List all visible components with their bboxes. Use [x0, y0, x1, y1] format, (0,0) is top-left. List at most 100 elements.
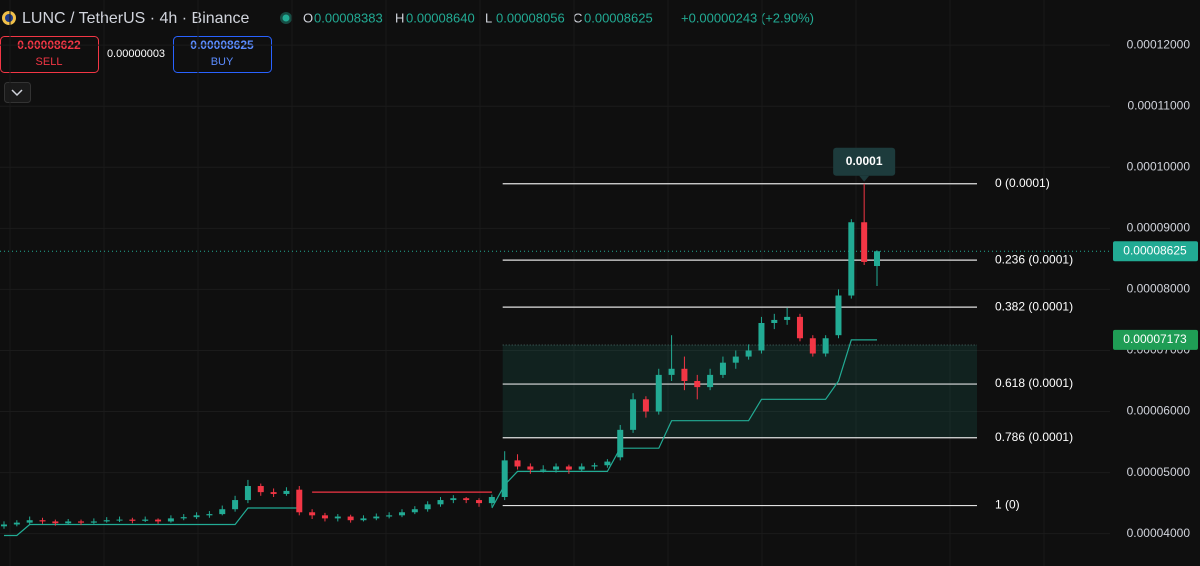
candle-body [719, 362, 726, 375]
candle-body [450, 498, 457, 501]
price-label: 0.00008625 [1123, 243, 1187, 257]
fib-zone [502, 344, 977, 438]
candle-body [103, 520, 110, 522]
buy-label[interactable]: BUY [211, 56, 234, 68]
candle-body [26, 520, 33, 523]
candle-body [180, 517, 187, 519]
ohlc-key: O [303, 10, 313, 25]
fib-label: 0.618 (0.0001) [995, 376, 1073, 390]
candle-body [167, 518, 174, 522]
fib-label: 1 (0) [995, 498, 1020, 512]
candle-body [630, 399, 637, 430]
candle-body [732, 356, 739, 363]
candle-body [206, 514, 213, 516]
candle-body [65, 521, 72, 524]
candle-body [476, 500, 483, 504]
candle-body [232, 500, 239, 510]
high-tooltip-arrow [859, 175, 870, 182]
y-tick-label: 0.00011000 [1127, 98, 1190, 112]
candle-body [386, 515, 393, 517]
candle-body [745, 350, 752, 357]
candle-body [822, 338, 829, 354]
fib-label: 0.236 (0.0001) [995, 252, 1073, 266]
candle-body [604, 461, 611, 466]
plot-area: 0 (0.0001) 0.236 (0.0001) 0.382 (0.0001) 0.… [0, 44, 1110, 537]
candle-body [39, 520, 46, 522]
candle-body [155, 519, 162, 522]
candle-body [463, 498, 470, 501]
candle-body [501, 460, 508, 498]
candle-body [809, 338, 816, 354]
sell-label[interactable]: SELL [36, 56, 63, 68]
y-tick-label: 0.00009000 [1127, 221, 1191, 235]
candle-body [309, 512, 316, 516]
y-tick-label: 0.00012000 [1127, 37, 1191, 51]
candle-body [707, 374, 714, 388]
ohlc-value: 0.00008383 [314, 10, 383, 25]
candle-body [681, 368, 688, 381]
candle-body [321, 515, 328, 519]
ohlc-key: L [485, 10, 492, 25]
candle-body [52, 521, 59, 524]
candle-body [78, 521, 85, 523]
ohlc-value: 0.00008640 [406, 10, 475, 25]
fib-label: 0.786 (0.0001) [995, 430, 1073, 444]
candle-body [848, 222, 855, 296]
candle-body [398, 512, 405, 516]
candle-body [565, 466, 572, 470]
candle-body [1, 524, 7, 527]
candle-body [283, 490, 290, 494]
ohlc-key: H [395, 10, 404, 25]
ohlc-value: 0.00008056 [496, 10, 565, 25]
high-tooltip-label: 0.0001 [846, 154, 883, 168]
symbol-icon-inner [5, 14, 13, 22]
candle-body [591, 465, 598, 467]
candle-body [694, 380, 701, 388]
candle-body [244, 486, 251, 501]
ohlc-value: 0.00008625 [584, 10, 653, 25]
candle-body [334, 516, 341, 519]
candle-body [437, 500, 444, 505]
candle-body [90, 521, 97, 523]
candle-body [373, 516, 380, 519]
status-dot [282, 14, 290, 22]
y-tick-label: 0.00004000 [1127, 526, 1191, 540]
candle-body [424, 504, 431, 510]
candle-body [540, 469, 547, 471]
candle-body [784, 316, 791, 320]
spread: 0.00000003 [107, 48, 165, 60]
candle-body [553, 466, 560, 470]
candle-body [129, 519, 136, 521]
fib-label: 0 (0.0001) [995, 176, 1050, 190]
candle-body [347, 516, 354, 521]
candle-body [874, 251, 880, 267]
candle-body [861, 222, 868, 262]
candle-body [296, 489, 303, 513]
chevron-icon [11, 89, 23, 97]
candle-body [13, 522, 20, 525]
fib-label: 0.382 (0.0001) [995, 299, 1073, 313]
candle-body [642, 399, 649, 412]
candle-body [771, 319, 778, 323]
symbol: LUNC / TetherUS · 4h · Binance [22, 10, 249, 27]
candle-body [116, 519, 123, 521]
candle-body [668, 368, 675, 375]
candle-body [617, 429, 624, 458]
y-tick-label: 0.00006000 [1127, 404, 1191, 418]
candle-body [219, 509, 226, 515]
candle-body [796, 316, 803, 339]
candle-body [655, 374, 662, 412]
ohlc-key: C [573, 10, 582, 25]
candle-body [578, 466, 585, 470]
price-label: 0.00007173 [1123, 332, 1187, 346]
price-label-box [1113, 329, 1198, 350]
change: +0.00000243 (+2.90%) [681, 10, 814, 25]
y-tick-label: 0.00008000 [1127, 282, 1191, 296]
collapse-button[interactable] [4, 82, 31, 103]
high-tooltip [833, 147, 896, 176]
candle-body [360, 518, 367, 521]
candle-body [758, 322, 765, 351]
candle-body [270, 492, 277, 494]
candle-body [488, 497, 495, 504]
